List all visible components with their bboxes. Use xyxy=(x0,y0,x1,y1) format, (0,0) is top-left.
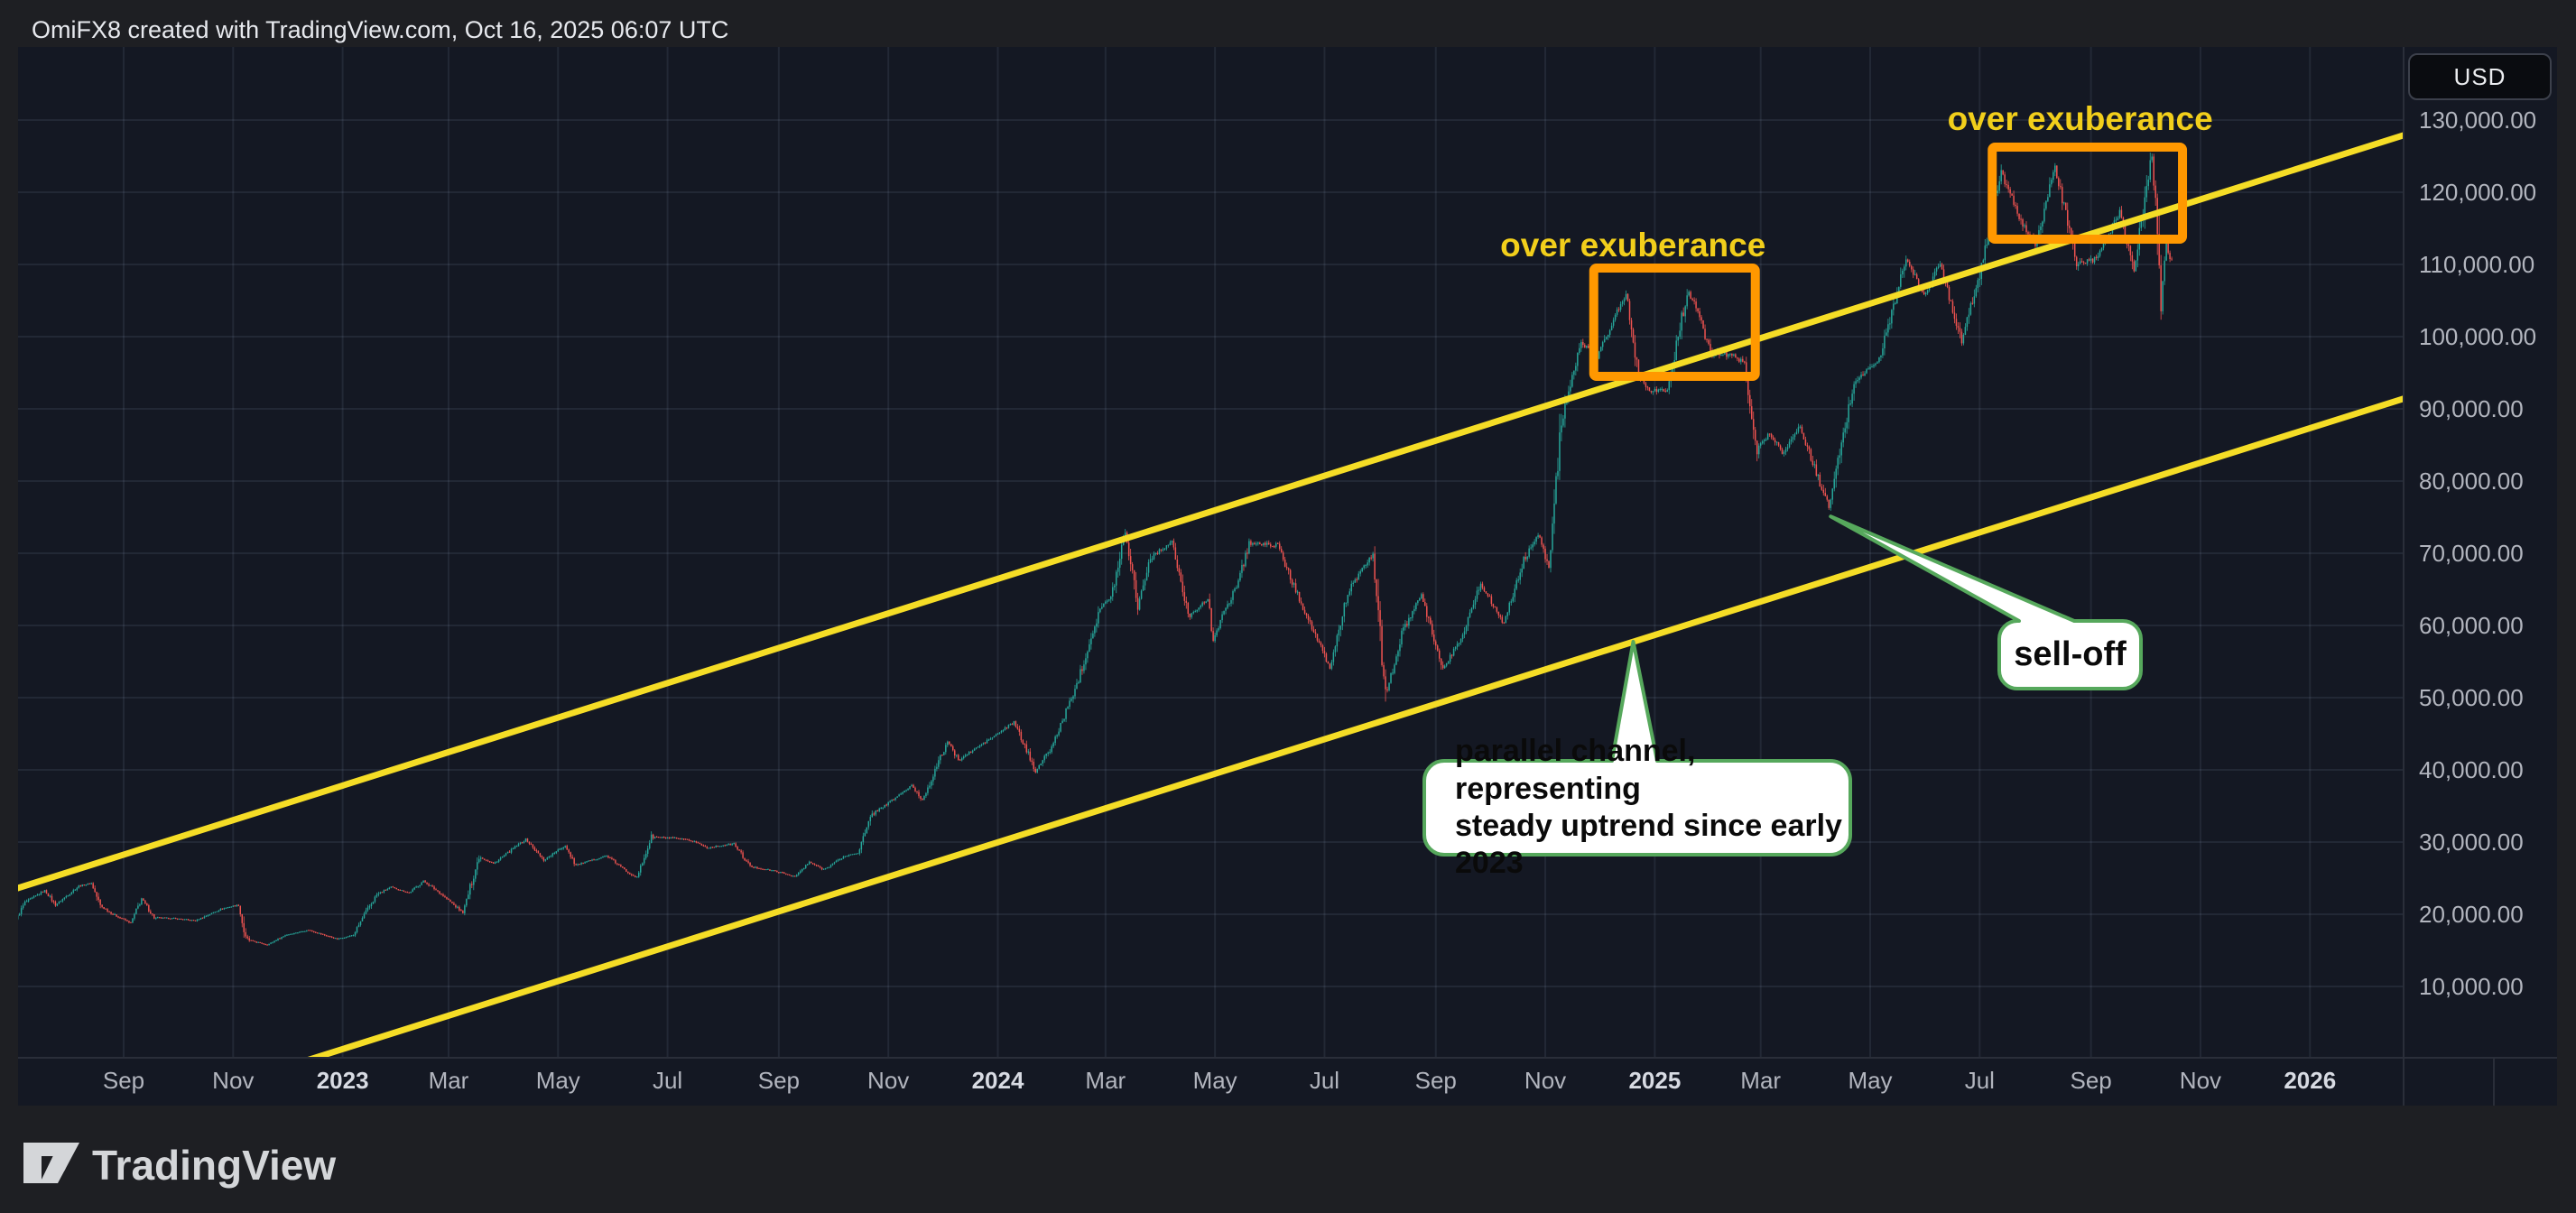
time-tick-label: Nov xyxy=(212,1067,255,1094)
time-tick-label: 2023 xyxy=(316,1067,369,1094)
time-tick-label: May xyxy=(1192,1067,1237,1094)
channel-lower-line[interactable] xyxy=(18,395,2404,1152)
price-tick-label: 80,000.00 xyxy=(2419,468,2524,495)
exuberance-label-2[interactable]: over exuberance xyxy=(1947,100,2213,137)
price-tick-label: 50,000.00 xyxy=(2419,684,2524,711)
time-tick-label: Nov xyxy=(1524,1067,1567,1094)
brand-footer[interactable]: TradingView xyxy=(22,1139,336,1195)
time-tick-label: Jul xyxy=(652,1067,683,1094)
price-tick-label: 10,000.00 xyxy=(2419,973,2524,1000)
time-tick-label: Jul xyxy=(1964,1067,1995,1094)
time-tick-label: Sep xyxy=(1414,1067,1457,1094)
currency-toggle-button[interactable]: USD xyxy=(2408,53,2552,100)
sell-off-callout-text[interactable]: sell-off xyxy=(2014,635,2127,673)
brand-wordmark: TradingView xyxy=(92,1142,337,1189)
price-tick-label: 30,000.00 xyxy=(2419,829,2524,856)
channel-note-callout-bubble[interactable] xyxy=(1422,640,1852,857)
exuberance-box-1[interactable] xyxy=(1589,264,1760,381)
chart-attribution: OmiFX8 created with TradingView.com, Oct… xyxy=(32,16,729,43)
price-tick-label: 130,000.00 xyxy=(2419,106,2537,134)
channel-note-line1: parallel channel, representing xyxy=(1455,734,1696,806)
price-tick-label: 40,000.00 xyxy=(2419,756,2524,783)
exuberance-box-2[interactable] xyxy=(1988,143,2188,244)
time-tick-label: Sep xyxy=(757,1067,801,1094)
gridlines xyxy=(18,47,2404,1058)
price-tick-label: 90,000.00 xyxy=(2419,395,2524,422)
sell-off-callout-bubble[interactable] xyxy=(1829,514,2143,690)
time-tick-label: Sep xyxy=(2070,1067,2112,1094)
time-tick-label: Sep xyxy=(102,1067,145,1094)
price-tick-label: 110,000.00 xyxy=(2419,251,2535,278)
channel-note-line2: steady uptrend since early 2023 xyxy=(1455,809,1842,881)
price-tick-label: 20,000.00 xyxy=(2419,901,2524,928)
time-tick-label: Mar xyxy=(1085,1067,1126,1094)
time-tick-label: Mar xyxy=(428,1067,469,1094)
plot-area[interactable] xyxy=(17,132,2404,1152)
price-tick-label: 100,000.00 xyxy=(2419,323,2537,350)
channel-upper-line[interactable] xyxy=(18,132,2404,892)
time-tick-label: 2024 xyxy=(971,1067,1024,1094)
price-tick-label: 60,000.00 xyxy=(2419,612,2524,639)
time-tick-label: Nov xyxy=(2179,1067,2222,1094)
tradingview-logo-icon xyxy=(23,1143,79,1183)
channel-note-callout-text[interactable]: parallel channel, representing steady up… xyxy=(1424,734,1850,880)
price-tick-label: 70,000.00 xyxy=(2419,540,2524,567)
price-tick-label: 120,000.00 xyxy=(2419,179,2537,206)
time-tick-label: May xyxy=(1848,1067,1893,1094)
time-tick-label: May xyxy=(535,1067,580,1094)
callouts[interactable] xyxy=(1422,514,2143,857)
time-tick-label: Nov xyxy=(867,1067,910,1094)
exuberance-label-1[interactable]: over exuberance xyxy=(1500,227,1766,264)
axis-separators xyxy=(18,47,2557,1106)
time-tick-label: Mar xyxy=(1740,1067,1782,1094)
time-tick-label: 2026 xyxy=(2284,1067,2337,1094)
time-tick-label: 2025 xyxy=(1628,1067,1682,1094)
time-tick-label: Jul xyxy=(1309,1067,1340,1094)
